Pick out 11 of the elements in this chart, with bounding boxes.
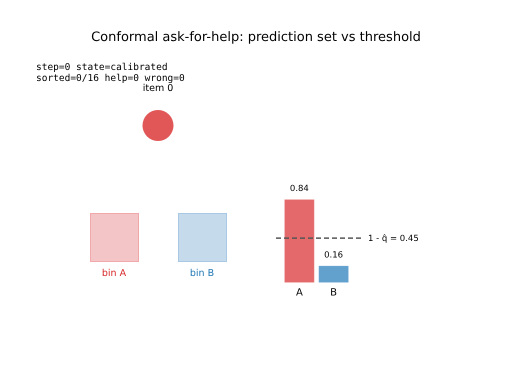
chart-title: Conformal ask-for-help: prediction set vs threshold xyxy=(91,30,421,45)
x-tick-label: A xyxy=(296,288,303,298)
text: sorted=0/16 help=0 wrong=0 xyxy=(36,73,185,84)
text: step=0 state=calibrated xyxy=(36,62,168,73)
text: item 0 xyxy=(142,83,174,94)
text: bin A xyxy=(102,268,127,279)
x-tick-label: B xyxy=(330,288,338,298)
text: bin B xyxy=(190,268,214,279)
data-label: 0.16 xyxy=(324,250,344,260)
ref-line-label: 1 - q̂ = 0.45 xyxy=(368,234,419,244)
data-label: 0.84 xyxy=(290,184,309,194)
